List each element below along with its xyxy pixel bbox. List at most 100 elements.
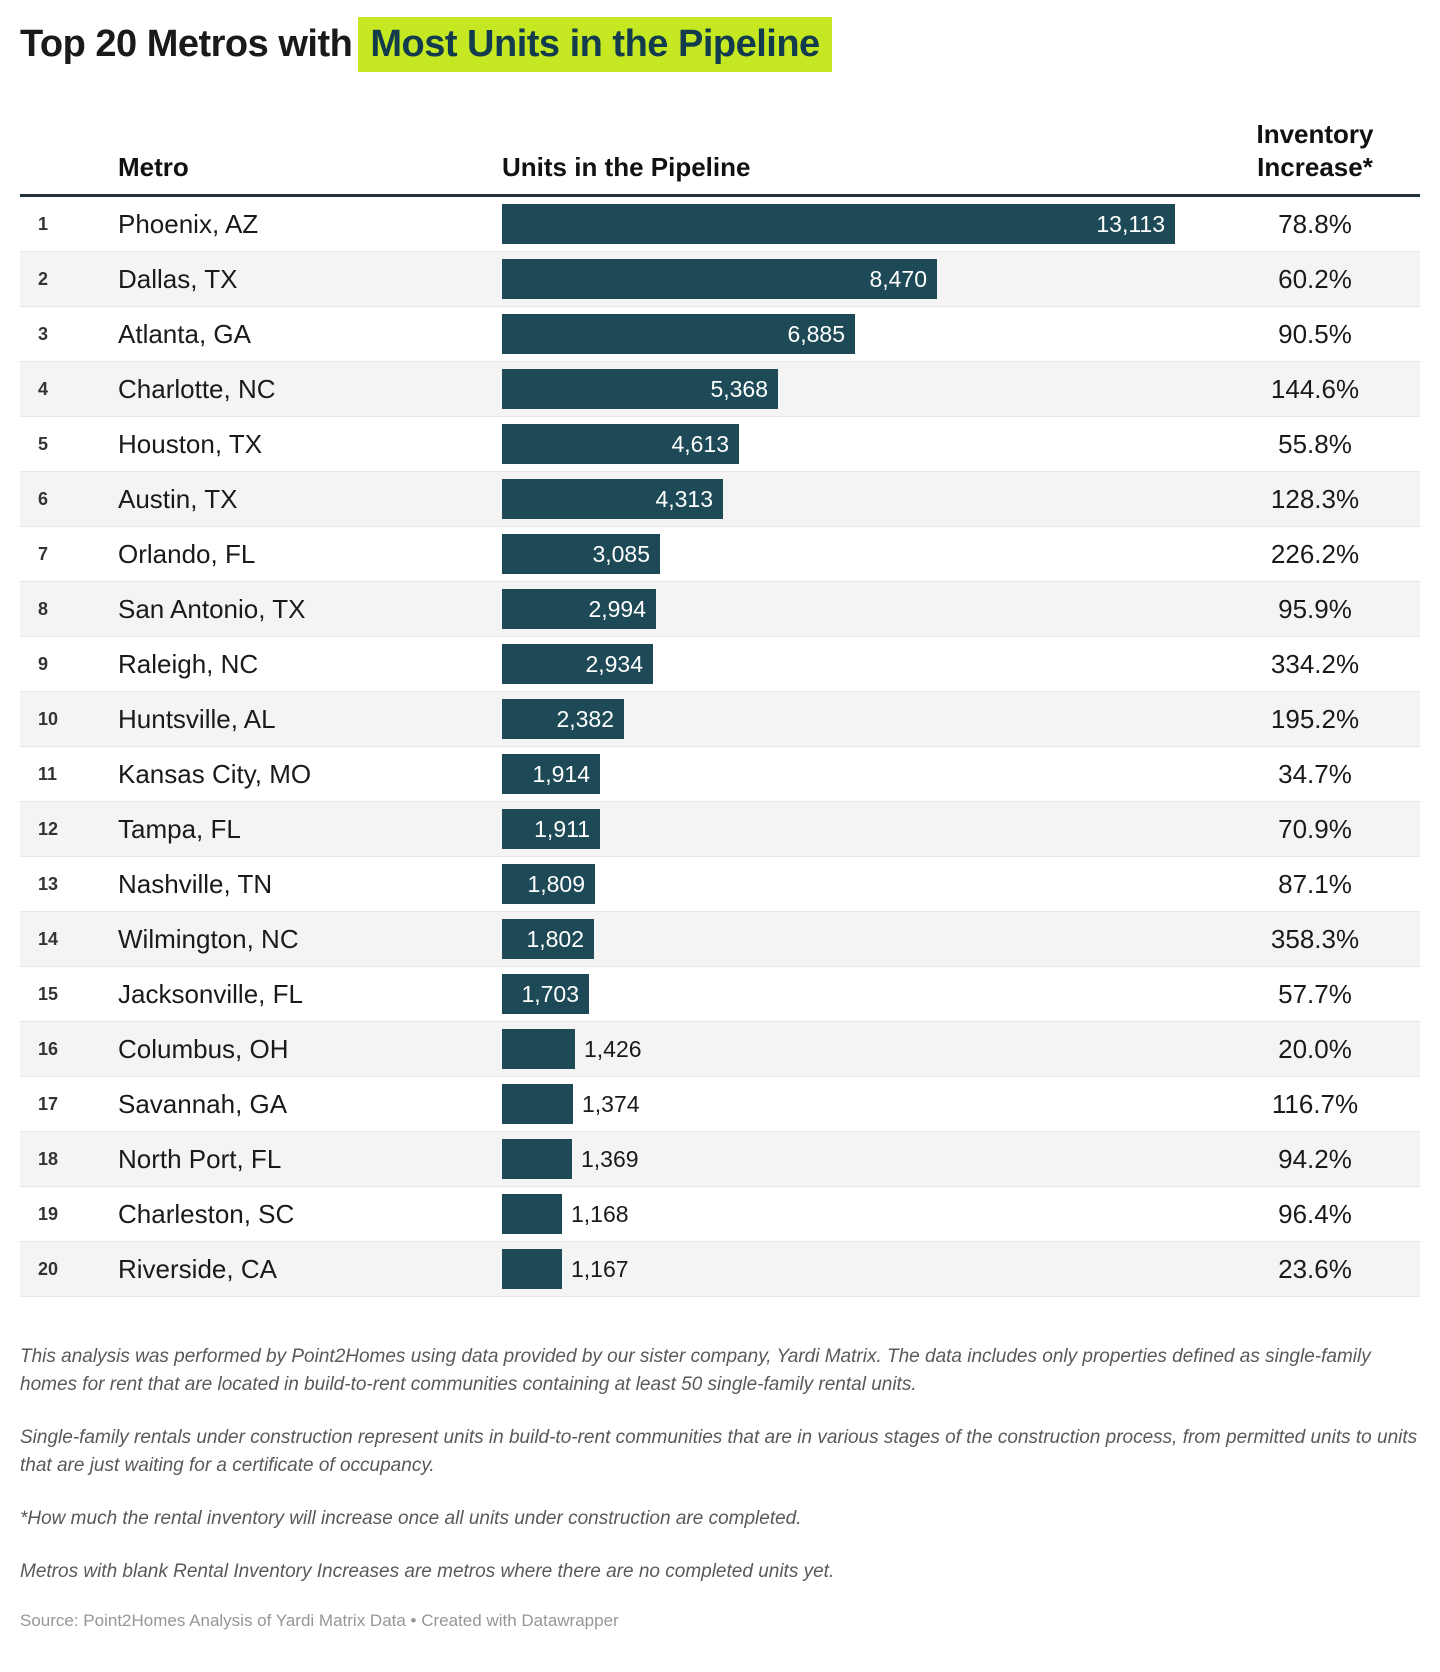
row-metro-label: Tampa, FL xyxy=(118,813,241,844)
table-row: 16 Columbus, OH 1,426 20.0% xyxy=(20,1022,1420,1077)
units-bar: 1,911 xyxy=(502,809,600,849)
units-bar-cell: 1,914 xyxy=(502,747,1210,801)
row-rank: 9 xyxy=(38,653,49,674)
row-inventory-increase: 78.8% xyxy=(1278,208,1352,239)
row-inventory-increase: 23.6% xyxy=(1278,1253,1352,1284)
row-metro-label: Savannah, GA xyxy=(118,1088,288,1119)
table-row: 9 Raleigh, NC 2,934 334.2% xyxy=(20,637,1420,692)
units-value-label: 2,934 xyxy=(585,650,643,677)
units-bar: 5,368 xyxy=(502,369,778,409)
units-bar: 8,470 xyxy=(502,259,937,299)
row-metro-label: Austin, TX xyxy=(118,483,238,514)
row-metro-label: Riverside, CA xyxy=(118,1253,277,1284)
row-inventory-increase: 195.2% xyxy=(1270,703,1360,734)
row-inventory-increase: 20.0% xyxy=(1278,1033,1352,1064)
row-rank: 17 xyxy=(38,1093,59,1114)
units-value-label: 13,113 xyxy=(1096,210,1165,237)
row-rank: 5 xyxy=(38,433,49,454)
table-row: 11 Kansas City, MO 1,914 34.7% xyxy=(20,747,1420,802)
table-row: 4 Charlotte, NC 5,368 144.6% xyxy=(20,362,1420,417)
units-bar-cell: 8,470 xyxy=(502,252,1210,306)
row-rank: 7 xyxy=(38,543,49,564)
table-row: 10 Huntsville, AL 2,382 195.2% xyxy=(20,692,1420,747)
row-inventory-increase: 226.2% xyxy=(1270,538,1360,569)
units-bar: 1,914 xyxy=(502,754,600,794)
units-value-label: 8,470 xyxy=(869,265,927,292)
units-bar-cell: 2,934 xyxy=(502,637,1210,691)
row-inventory-increase: 94.2% xyxy=(1278,1143,1352,1174)
row-metro-label: Kansas City, MO xyxy=(118,758,312,789)
table-row: 17 Savannah, GA 1,374 116.7% xyxy=(20,1077,1420,1132)
units-bar-cell: 1,369 xyxy=(502,1132,1210,1186)
units-bar-cell: 1,374 xyxy=(502,1077,1210,1131)
note-blank-metros: Metros with blank Rental Inventory Incre… xyxy=(20,1561,835,1582)
row-rank: 2 xyxy=(38,268,49,289)
units-bar-cell: 2,994 xyxy=(502,582,1210,636)
row-rank: 4 xyxy=(38,378,49,399)
row-inventory-increase: 34.7% xyxy=(1278,758,1352,789)
col-header-increase: Inventory Increase* xyxy=(1256,119,1374,182)
table-header: Metro Units in the Pipeline Inventory In… xyxy=(20,118,1420,197)
units-bar-cell: 13,113 xyxy=(502,197,1210,251)
units-bar-cell: 1,911 xyxy=(502,802,1210,856)
units-bar: 2,934 xyxy=(502,644,653,684)
row-rank: 14 xyxy=(38,928,59,949)
row-metro-label: San Antonio, TX xyxy=(118,593,306,624)
units-value-label: 1,809 xyxy=(527,870,585,897)
row-metro-label: Dallas, TX xyxy=(118,263,238,294)
units-bar: 2,994 xyxy=(502,589,656,629)
row-rank: 16 xyxy=(38,1038,59,1059)
row-inventory-increase: 70.9% xyxy=(1278,813,1352,844)
units-bar-cell: 1,168 xyxy=(502,1187,1210,1241)
table-row: 8 San Antonio, TX 2,994 95.9% xyxy=(20,582,1420,637)
units-bar-cell: 4,313 xyxy=(502,472,1210,526)
units-value-label: 1,168 xyxy=(571,1200,629,1227)
row-rank: 15 xyxy=(38,983,59,1004)
note-construction: Single-family rentals under construction… xyxy=(20,1427,1418,1476)
row-metro-label: Raleigh, NC xyxy=(118,648,259,679)
row-rank: 1 xyxy=(38,213,49,234)
units-value-label: 4,313 xyxy=(655,485,713,512)
units-bar-cell: 1,703 xyxy=(502,967,1210,1021)
row-metro-label: Nashville, TN xyxy=(118,868,273,899)
table-row: 15 Jacksonville, FL 1,703 57.7% xyxy=(20,967,1420,1022)
units-value-label: 2,382 xyxy=(556,705,614,732)
table-row: 14 Wilmington, NC 1,802 358.3% xyxy=(20,912,1420,967)
notes: This analysis was performed by Point2Hom… xyxy=(20,1343,1420,1631)
note-asterisk: *How much the rental inventory will incr… xyxy=(20,1508,802,1529)
units-value-label: 4,613 xyxy=(671,430,729,457)
table-row: 5 Houston, TX 4,613 55.8% xyxy=(20,417,1420,472)
row-rank: 18 xyxy=(38,1148,59,1169)
row-rank: 10 xyxy=(38,708,59,729)
units-bar-cell: 1,802 xyxy=(502,912,1210,966)
units-value-label: 1,802 xyxy=(526,925,584,952)
row-metro-label: Huntsville, AL xyxy=(118,703,276,734)
units-value-label: 1,374 xyxy=(582,1090,640,1117)
units-bar xyxy=(502,1194,562,1234)
row-inventory-increase: 334.2% xyxy=(1270,648,1360,679)
units-bar xyxy=(502,1249,562,1289)
row-metro-label: Phoenix, AZ xyxy=(118,208,259,239)
table-row: 6 Austin, TX 4,313 128.3% xyxy=(20,472,1420,527)
table-row: 19 Charleston, SC 1,168 96.4% xyxy=(20,1187,1420,1242)
units-bar: 2,382 xyxy=(502,699,624,739)
row-inventory-increase: 144.6% xyxy=(1270,373,1360,404)
row-metro-label: Jacksonville, FL xyxy=(118,978,303,1009)
metro-units-table: Metro Units in the Pipeline Inventory In… xyxy=(20,118,1420,1297)
note-methodology: This analysis was performed by Point2Hom… xyxy=(20,1346,1371,1395)
row-inventory-increase: 87.1% xyxy=(1278,868,1352,899)
row-rank: 3 xyxy=(38,323,49,344)
units-value-label: 1,369 xyxy=(581,1145,639,1172)
row-metro-label: Columbus, OH xyxy=(118,1033,289,1064)
row-rank: 11 xyxy=(38,763,58,784)
units-bar: 3,085 xyxy=(502,534,660,574)
units-bar xyxy=(502,1029,575,1069)
row-metro-label: Orlando, FL xyxy=(118,538,256,569)
units-bar-cell: 2,382 xyxy=(502,692,1210,746)
chart-page: Top 20 Metros with Most Units in the Pipe… xyxy=(20,17,1420,1631)
table-row: 1 Phoenix, AZ 13,113 78.8% xyxy=(20,197,1420,252)
row-rank: 19 xyxy=(38,1203,59,1224)
units-bar-cell: 1,167 xyxy=(502,1242,1210,1296)
row-rank: 20 xyxy=(38,1258,59,1279)
row-rank: 8 xyxy=(38,598,49,619)
